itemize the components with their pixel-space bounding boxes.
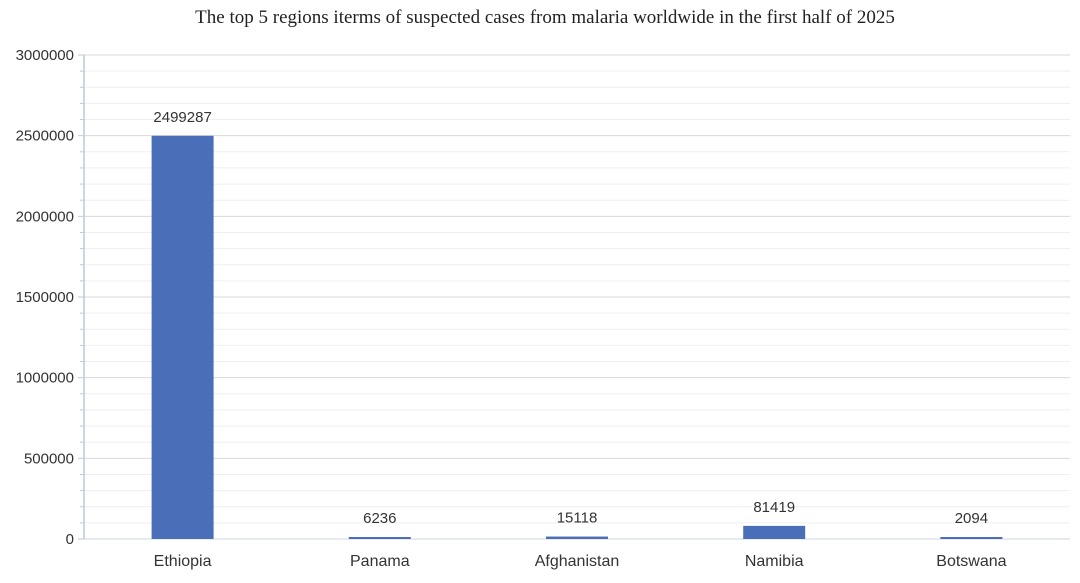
bar-botswana: [940, 537, 1003, 539]
chart-title: The top 5 regions iterms of suspected ca…: [195, 7, 895, 28]
y-tick-label: 2000000: [16, 208, 74, 225]
grid-lines: [84, 54, 1070, 524]
x-tick-label-afghanistan: Afghanistan: [535, 553, 620, 570]
y-tick-label: 1000000: [16, 370, 74, 387]
x-tick-label-panama: Panama: [350, 553, 410, 570]
y-tick-label: 2500000: [16, 128, 74, 145]
x-tick-label-namibia: Namibia: [745, 553, 804, 570]
bar-panama: [348, 537, 411, 539]
bar-ethiopia: [151, 135, 214, 540]
bar-afghanistan: [546, 536, 608, 539]
y-tick-label: 0: [66, 531, 74, 548]
data-label-botswana: 2094: [955, 510, 988, 527]
data-labels: 2499287 6236 15118 81419 2094: [153, 109, 988, 527]
y-tick-labels: 0 500000 1000000 1500000 2000000 2500000 30000…: [16, 47, 74, 548]
data-label-namibia: 81419: [753, 499, 795, 516]
x-tick-label-botswana: Botswana: [936, 553, 1006, 570]
data-label-panama: 6236: [363, 510, 396, 527]
data-label-ethiopia: 2499287: [153, 109, 211, 126]
bars: [151, 135, 1003, 540]
x-tick-labels: Ethiopia Panama Afghanistan Namibia Botswana: [154, 553, 1007, 570]
y-tick-label: 3000000: [16, 47, 74, 64]
y-tick-label: 500000: [24, 450, 74, 467]
x-tick-label-ethiopia: Ethiopia: [154, 553, 212, 570]
bar-namibia: [743, 525, 806, 539]
data-label-afghanistan: 15118: [557, 510, 598, 527]
y-tick-label: 1500000: [16, 289, 74, 306]
